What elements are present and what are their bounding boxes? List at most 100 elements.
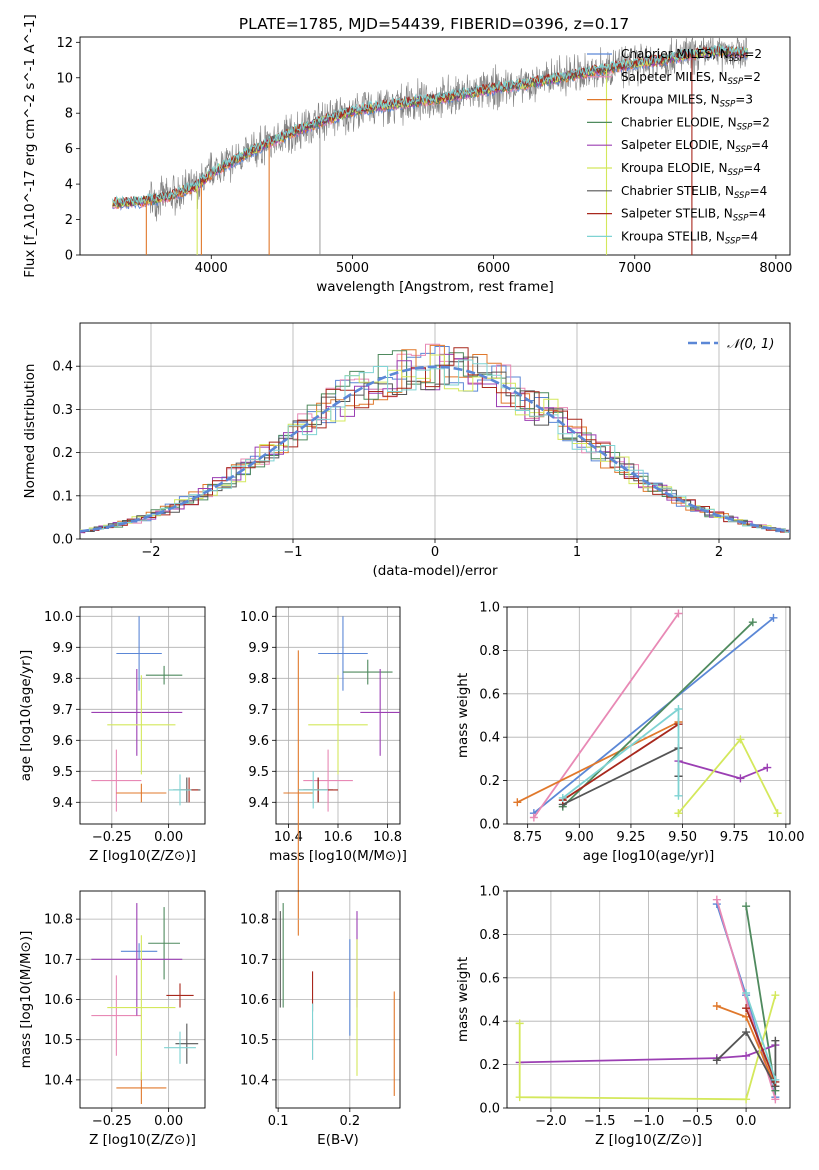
x-axis-label: E(B-V) xyxy=(317,1132,359,1148)
marker-kroupa_elodie xyxy=(515,1019,524,1028)
y-axis-label: Normed distribution xyxy=(22,364,38,499)
x-tick-label: 9.25 xyxy=(616,830,645,845)
y-tick-label: 9.8 xyxy=(52,672,73,687)
model-chabrier_stelib xyxy=(112,45,749,207)
axes-frame xyxy=(506,890,791,1109)
x-tick-label: 0.2 xyxy=(339,1114,360,1129)
marker-salpeter_stelib xyxy=(742,1004,751,1013)
y-tick-label: 0.8 xyxy=(479,644,500,659)
x-tick-label: −0.5 xyxy=(682,1114,714,1129)
y-tick-label: 9.6 xyxy=(52,734,73,749)
x-tick-label: −1.5 xyxy=(584,1114,616,1129)
y-tick-label: 10 xyxy=(56,71,73,86)
y-tick-label: 0.4 xyxy=(479,1015,500,1030)
x-tick-label: 9.75 xyxy=(720,830,749,845)
y-tick-label: 10.7 xyxy=(44,953,73,968)
x-tick-label: −2 xyxy=(141,545,160,560)
y-tick-label: 0.4 xyxy=(479,731,500,746)
y-tick-label: 10.8 xyxy=(240,913,269,928)
x-tick-label: −0.25 xyxy=(92,1114,132,1129)
marker-salpeter_miles xyxy=(529,813,538,822)
y-tick-label: 8 xyxy=(65,107,73,122)
y-tick-label: 9.5 xyxy=(52,765,73,780)
axes-frame xyxy=(79,322,791,540)
x-tick-label: 5000 xyxy=(336,261,369,276)
y-tick-label: 0.2 xyxy=(479,1058,500,1073)
axes-frame xyxy=(79,890,206,1109)
axes-frame xyxy=(275,890,401,1109)
y-tick-label: 0.6 xyxy=(479,971,500,986)
y-tick-label: 10.0 xyxy=(44,610,73,625)
axes-age_vs_Z: −0.25 0.00 9.4 9.5 9.6 9.7 9.8 9.9 10.0 Z [log10(… xyxy=(18,606,206,864)
marker-chabrier_miles xyxy=(769,613,778,622)
y-tick-label: 6 xyxy=(65,142,73,157)
marker-kroupa_elodie xyxy=(515,1093,524,1102)
y-tick-label: 9.5 xyxy=(248,765,269,780)
y-tick-label: 4 xyxy=(65,178,73,193)
x-tick-label: 10.6 xyxy=(324,830,353,845)
y-tick-label: 10.7 xyxy=(240,953,269,968)
marker-kroupa_stelib xyxy=(674,704,683,713)
y-tick-label: 9.6 xyxy=(248,734,269,749)
legend-label-kroupa_stelib: Kroupa STELIB, NSSP=4 xyxy=(621,229,758,246)
legend: Chabrier MILES, NSSP=2 Salpeter MILES, NS… xyxy=(587,47,770,246)
x-tick-label: 10.8 xyxy=(373,830,402,845)
x-tick-label: 7000 xyxy=(618,261,651,276)
marker-salpeter_elodie xyxy=(763,763,772,772)
legend-label-salpeter_elodie: Salpeter ELODIE, NSSP=4 xyxy=(621,138,769,155)
y-tick-label: 9.7 xyxy=(52,703,73,718)
x-axis-label: Z [log10(Z/Z⊙)] xyxy=(89,848,196,864)
marker-kroupa_miles xyxy=(712,1002,721,1011)
legend-label-normal: 𝒩(0, 1) xyxy=(727,337,774,352)
axes-residuals: −2 −1 0 1 2 0.0 0.1 0.2 0.3 0.4 (data-model)/error… xyxy=(22,322,791,579)
y-tick-label: 0.4 xyxy=(52,360,73,375)
series-chabrier_miles xyxy=(533,617,775,814)
y-tick-label: 9.4 xyxy=(248,796,269,811)
x-tick-label: −0.25 xyxy=(92,830,132,845)
y-axis-label: Flux [f_λ10^-17 erg cm^-2 s^-1 A^-1] xyxy=(22,14,38,277)
marker-kroupa_elodie xyxy=(771,991,780,1000)
x-axis-label: Z [log10(Z/Z⊙)] xyxy=(89,1132,196,1148)
x-tick-label: −1 xyxy=(283,545,302,560)
marker-kroupa_miles xyxy=(513,798,522,807)
marker-kroupa_stelib xyxy=(771,1075,780,1084)
y-tick-label: 10.4 xyxy=(240,1073,269,1088)
x-tick-label: −2.0 xyxy=(535,1114,567,1129)
axes-mass_vs_Z: −0.25 0.00 10.4 10.5 10.6 10.7 10.8 Z [log10(Z/… xyxy=(18,890,206,1148)
axes-frame xyxy=(506,606,791,825)
x-axis-label: (data-model)/error xyxy=(372,563,498,579)
y-tick-label: 9.4 xyxy=(52,796,73,811)
marker-chabrier_stelib xyxy=(771,1036,780,1045)
normal-curve xyxy=(80,365,790,533)
x-tick-label: 0.0 xyxy=(736,1114,757,1129)
legend-label-kroupa_elodie: Kroupa ELODIE, NSSP=4 xyxy=(621,161,761,178)
y-tick-label: 9.9 xyxy=(52,641,73,656)
axes-mass_vs_ebv: 0.1 0.2 10.4 10.5 10.6 10.7 10.8 E(B-V) xyxy=(240,890,401,1148)
y-tick-label: 10.5 xyxy=(44,1033,73,1048)
y-tick-label: 12 xyxy=(56,36,73,51)
spectrum-lines xyxy=(112,37,749,255)
x-tick-label: 1 xyxy=(573,545,581,560)
x-tick-label: 10.00 xyxy=(767,830,804,845)
series-salpeter_stelib xyxy=(745,1007,777,1083)
marker-kroupa_stelib xyxy=(674,791,683,800)
x-tick-label: −1.0 xyxy=(633,1114,665,1129)
marker-chabrier_stelib xyxy=(712,1056,721,1065)
y-tick-label: 1.0 xyxy=(479,601,500,616)
legend-label-salpeter_stelib: Salpeter STELIB, NSSP=4 xyxy=(621,207,766,224)
y-tick-label: 0.0 xyxy=(52,533,73,548)
y-axis-label: mass weight xyxy=(455,957,471,1042)
series-salpeter_miles xyxy=(533,612,680,819)
legend-label-chabrier_elodie: Chabrier ELODIE, NSSP=2 xyxy=(621,115,770,132)
model-kroupa_stelib xyxy=(112,43,749,206)
series-kroupa_miles xyxy=(516,721,679,804)
y-tick-label: 2 xyxy=(65,213,73,228)
x-axis-label: Z [log10(Z/Z⊙)] xyxy=(595,1132,702,1148)
marker-kroupa_elodie xyxy=(773,809,782,818)
series-salpeter_stelib xyxy=(562,723,679,801)
marker-chabrier_stelib xyxy=(742,1028,751,1037)
y-axis-label: mass weight xyxy=(455,673,471,758)
y-tick-label: 1.0 xyxy=(479,885,500,900)
marker-kroupa_elodie xyxy=(742,1095,751,1104)
series-chabrier_elodie xyxy=(745,906,777,1091)
